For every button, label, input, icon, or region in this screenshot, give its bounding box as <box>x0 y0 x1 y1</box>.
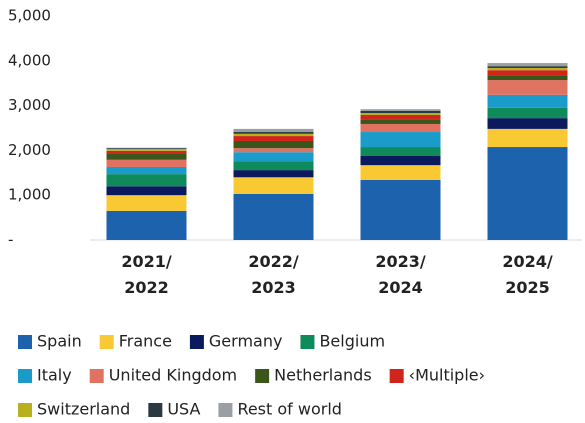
bar-segment <box>233 132 314 134</box>
bar-segment <box>106 159 187 167</box>
y-tick-label: 4,000 <box>8 51 51 69</box>
legend-label: Germany <box>209 332 283 351</box>
bar-segment <box>233 133 314 137</box>
legend-swatch <box>89 369 104 383</box>
legend-swatch <box>189 335 204 349</box>
legend-swatch <box>18 335 32 349</box>
legend-swatch <box>99 335 114 349</box>
bar-segment <box>360 147 441 156</box>
bar-segment <box>360 132 441 148</box>
bar-segment <box>233 148 314 153</box>
y-tick-label: 1,000 <box>8 186 51 204</box>
x-tick-label: 2024/2025 <box>502 252 553 297</box>
bar-segment <box>487 118 568 129</box>
legend-label: France <box>119 332 172 351</box>
bar-segment <box>487 107 568 119</box>
legend-swatch <box>18 403 32 417</box>
x-tick-label: 2022/2023 <box>248 252 299 297</box>
bar-segment <box>106 186 187 196</box>
bar-segment <box>233 140 314 149</box>
bar-segment <box>487 128 568 148</box>
bar-segment <box>106 148 187 150</box>
bar-segment <box>233 128 314 133</box>
bar-segment <box>487 75 568 81</box>
bar-segment <box>487 94 568 108</box>
bar-segment <box>233 170 314 178</box>
bar-segment <box>487 147 568 240</box>
legend-swatch <box>148 403 163 417</box>
y-tick-label: 2,000 <box>8 141 51 159</box>
legend-label: Switzerland <box>37 400 130 419</box>
bar-segment <box>233 152 314 162</box>
bar-segment <box>360 179 441 240</box>
legend-label: Spain <box>37 332 82 351</box>
bar-segment <box>360 156 441 166</box>
bar-segment <box>487 63 568 67</box>
bar-segment <box>487 67 568 71</box>
legend-swatch <box>300 335 315 349</box>
x-tick-label: 2023/2024 <box>375 252 426 297</box>
bar-segment <box>233 193 314 240</box>
legend-swatch <box>389 369 404 383</box>
y-tick-label: 5,000 <box>8 7 51 25</box>
legend-swatch <box>218 403 233 417</box>
bar-segment <box>487 66 568 68</box>
bar-segment <box>360 115 441 120</box>
legend-label: Belgium <box>319 332 385 351</box>
bar-segment <box>106 166 187 175</box>
bar-segment <box>487 80 568 95</box>
bar-segment <box>487 70 568 76</box>
legend-label: United Kingdom <box>109 366 237 385</box>
legend-label: USA <box>167 400 200 419</box>
bar-segment <box>106 150 187 154</box>
bar-segment <box>233 136 314 141</box>
legend-label: Italy <box>37 366 72 385</box>
bar-segment <box>233 177 314 194</box>
x-tick-label: 2021/2022 <box>121 252 172 297</box>
bar-segment <box>106 149 187 151</box>
legend-label: ‹Multiple› <box>409 366 485 385</box>
bar-segment <box>106 195 187 211</box>
legend-label: Netherlands <box>274 366 372 385</box>
y-tick-label: - <box>8 231 13 249</box>
bar-segment <box>360 112 441 116</box>
legend-swatch <box>255 369 270 383</box>
legend-swatch <box>18 369 32 383</box>
bar-segment <box>360 109 441 111</box>
bar-segment <box>360 123 441 133</box>
bar-segment <box>360 119 441 124</box>
bar-segment <box>360 110 441 113</box>
y-tick-label: 3,000 <box>8 96 51 114</box>
bar-segment <box>233 161 314 171</box>
legend-label: Rest of world <box>237 400 342 419</box>
bar-segment <box>106 174 187 187</box>
bar-segment <box>106 210 187 240</box>
bar-segment <box>106 153 187 160</box>
bar-segment <box>360 165 441 180</box>
